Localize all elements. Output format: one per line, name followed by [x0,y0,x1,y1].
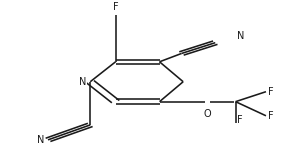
Text: N: N [79,77,86,87]
Text: F: F [237,115,243,125]
Text: F: F [268,111,273,121]
Text: N: N [36,135,44,145]
Text: N: N [237,31,245,41]
Text: O: O [203,109,211,119]
Text: F: F [113,2,118,12]
Text: F: F [268,87,273,97]
